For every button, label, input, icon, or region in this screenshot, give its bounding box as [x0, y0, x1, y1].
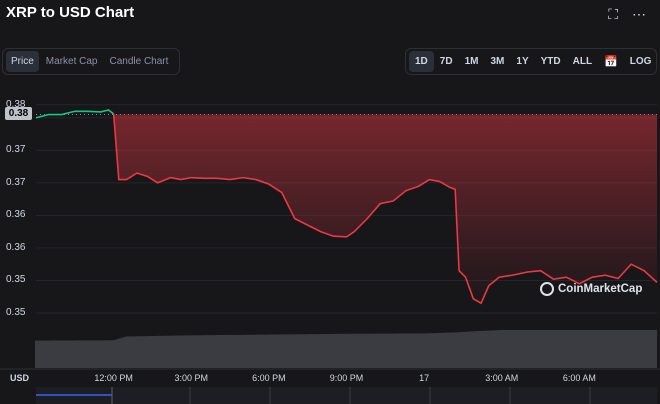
- range-1m[interactable]: 1M: [464, 56, 479, 67]
- x-tick-label: 9:00 PM: [329, 373, 364, 383]
- x-tick-label: 6:00 PM: [252, 373, 286, 383]
- x-tick-label: 3:00 AM: [485, 373, 519, 383]
- y-tick-label: 0.35: [6, 306, 26, 318]
- y-tick-label: 0.37: [6, 144, 26, 156]
- y-tick-label: 0.36: [6, 241, 26, 253]
- x-tick-label: 12:00 PM: [94, 373, 133, 383]
- currency-label: USD: [10, 373, 30, 383]
- chart-type-tabs: Price Market Cap Candle Chart: [2, 48, 180, 75]
- range-1d[interactable]: 1D: [409, 51, 434, 72]
- range-1y[interactable]: 1Y: [516, 56, 529, 67]
- range-selector: 1D 7D 1M 3M 1Y YTD ALL 📅 LOG: [405, 48, 657, 75]
- log-toggle[interactable]: LOG: [629, 56, 652, 67]
- range-7d[interactable]: 7D: [439, 56, 453, 67]
- page-title: XRP to USD Chart: [6, 4, 135, 21]
- y-tick-label: 0.36: [6, 209, 26, 221]
- coinmarketcap-logo-icon: [540, 282, 554, 296]
- tab-price[interactable]: Price: [6, 51, 39, 72]
- y-tick-label: 0.38: [6, 98, 26, 110]
- y-tick-label: 0.35: [6, 274, 26, 286]
- watermark-text: CoinMarketCap: [558, 283, 643, 295]
- tab-market-cap[interactable]: Market Cap: [45, 56, 98, 67]
- top-icons: ⛶ ⋯: [608, 6, 646, 23]
- x-tick-label: 3:00 PM: [174, 373, 209, 383]
- x-tick-label: 17: [419, 373, 430, 383]
- range-all[interactable]: ALL: [572, 56, 593, 67]
- price-area-fill: [113, 113, 657, 304]
- calendar-icon[interactable]: 📅: [604, 56, 618, 68]
- y-tick-label: 0.37: [6, 176, 26, 188]
- range-3m[interactable]: 3M: [490, 56, 505, 67]
- current-price-badge: 0.38: [5, 107, 32, 120]
- more-icon[interactable]: ⋯: [632, 6, 646, 22]
- tab-candle-chart[interactable]: Candle Chart: [109, 56, 169, 67]
- range-ytd[interactable]: YTD: [540, 56, 561, 67]
- watermark: CoinMarketCap: [540, 282, 642, 296]
- price-line-down: [112, 113, 658, 305]
- price-line-up: [35, 109, 115, 119]
- x-tick-label: 6:00 AM: [562, 373, 596, 383]
- fullscreen-icon[interactable]: ⛶: [608, 6, 618, 22]
- navigator-strip: [36, 387, 657, 404]
